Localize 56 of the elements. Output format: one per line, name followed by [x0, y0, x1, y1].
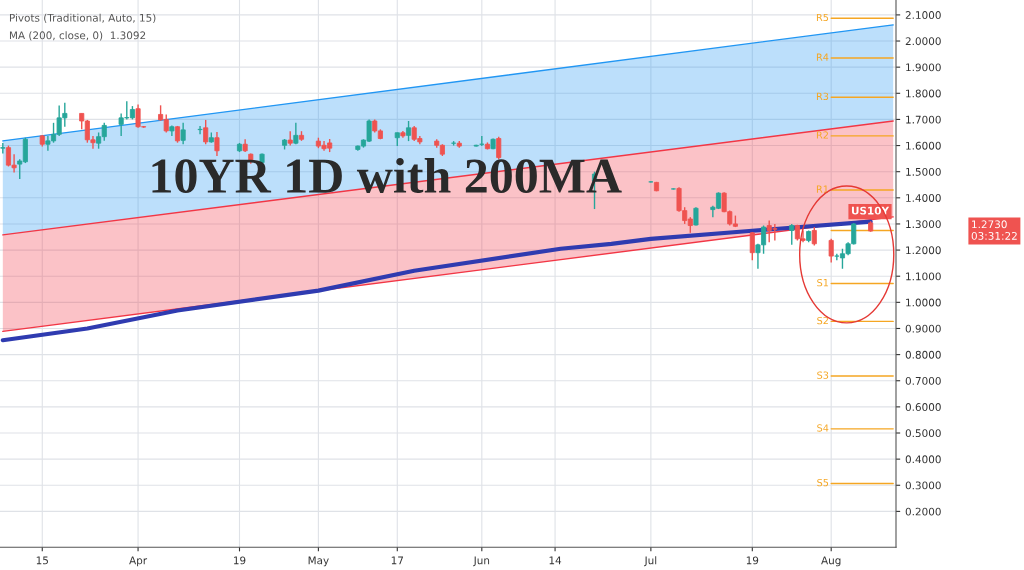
y-tick-label: 1.3000: [906, 220, 941, 229]
x-tick-label: Aug: [821, 556, 841, 567]
candlestick: [749, 231, 755, 261]
series-label: S2: [817, 316, 828, 325]
candlestick: [828, 238, 834, 264]
text: 1.2730 03:31:22: [971, 220, 1017, 240]
x-tick-label: 15: [36, 556, 48, 565]
y-tick-label: 0.5000: [905, 429, 941, 438]
series-label: R5: [816, 13, 829, 22]
y-tick-label: 1.6000: [906, 141, 941, 150]
series-label: R3: [816, 92, 829, 101]
y-tick-label: 0.9000: [905, 324, 941, 333]
series-label: S1: [817, 279, 829, 287]
annotation: Pivots (Traditional, Auto, 15): [9, 13, 156, 23]
candlestick: [197, 125, 203, 136]
x-tick-label: 19: [746, 556, 759, 565]
y-tick-label: 1.0000: [906, 298, 941, 307]
candlestick: [203, 119, 209, 145]
y-tick-label: 0.6000: [905, 403, 941, 411]
candlestick: [180, 122, 186, 145]
y-tick-label: 1.5000: [906, 167, 941, 176]
candlestick: [789, 223, 795, 246]
y-tick-label: 0.7000: [905, 376, 941, 385]
x-tick-label: Jun: [473, 556, 490, 567]
y-tick-label: 2.0000: [905, 37, 941, 46]
candlestick: [214, 131, 220, 157]
y-tick-label: 1.1000: [906, 272, 941, 281]
series-label: R4: [816, 53, 829, 61]
annotation: MA (200, close, 0) 1.3092: [9, 31, 146, 41]
series-label: S5: [817, 478, 829, 487]
x-tick-label: May: [308, 556, 329, 567]
y-tick-label: 1.9000: [906, 63, 941, 72]
candlestick: [406, 120, 412, 142]
y-tick-label: 0.4000: [905, 455, 941, 464]
x-tick-label: 14: [549, 556, 562, 565]
annotation: US10Y: [851, 206, 890, 215]
candlestick: [811, 226, 817, 247]
y-tick-label: 0.2000: [905, 507, 941, 516]
series-label: S3: [817, 371, 829, 379]
series-label: R1: [816, 185, 829, 193]
candlestick: [0, 142, 6, 155]
y-tick-label: 1.2000: [906, 246, 941, 255]
x-tick-label: Jul: [644, 556, 657, 567]
candlestick: [496, 135, 502, 160]
candlestick: [693, 206, 699, 227]
x-tick-label: 19: [234, 556, 246, 565]
x-tick-label: 17: [391, 556, 404, 565]
y-tick-label: 2.1000: [905, 11, 941, 19]
series-label: R2: [816, 131, 828, 139]
y-tick-label: 0.3000: [905, 481, 941, 490]
y-tick-label: 1.4000: [906, 194, 941, 202]
series-label: S4: [817, 424, 829, 432]
y-tick-label: 0.8000: [905, 350, 941, 359]
y-tick-label: 1.7000: [906, 115, 941, 124]
x-tick-label: Apr: [129, 556, 148, 567]
y-tick-label: 1.8000: [906, 89, 941, 98]
